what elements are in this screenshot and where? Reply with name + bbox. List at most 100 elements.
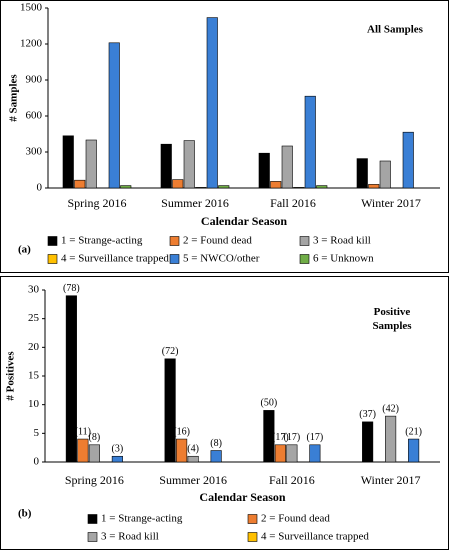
bar — [77, 438, 89, 463]
bar — [368, 184, 380, 189]
legend-swatch — [247, 514, 258, 524]
y-tick-label: 30 — [28, 284, 40, 296]
value-label: (42) — [382, 403, 399, 414]
bar — [195, 187, 207, 189]
bar — [263, 410, 275, 463]
panel-label: (b) — [18, 508, 32, 520]
bar — [88, 444, 100, 463]
bar — [258, 152, 270, 189]
value-label: (37) — [359, 409, 376, 420]
bar — [164, 358, 176, 463]
x-tick-label: Winter 2017 — [361, 473, 421, 487]
bar — [218, 185, 230, 189]
x-tick-label: Spring 2016 — [67, 196, 126, 210]
y-tick-label: 5 — [34, 427, 40, 439]
panel-title: All Samples — [367, 24, 424, 36]
x-tick-label: Fall 2016 — [269, 473, 315, 487]
legend-swatch — [47, 254, 58, 264]
y-tick-label: 20 — [28, 341, 40, 353]
bar — [304, 95, 316, 189]
y-tick-label: 0 — [34, 456, 40, 468]
x-axis-title: Calendar Season — [201, 214, 287, 228]
y-tick-label: 300 — [26, 146, 43, 158]
value-label: (8) — [210, 438, 222, 449]
bar — [206, 17, 218, 189]
value-label: (4) — [187, 444, 199, 455]
x-axis-title: Calendar Season — [199, 490, 285, 504]
bar — [281, 145, 293, 189]
legend-swatch — [247, 532, 258, 542]
bar — [85, 139, 97, 189]
value-label: (17) — [284, 432, 301, 443]
x-tick-label: Fall 2016 — [270, 196, 316, 210]
bar — [210, 450, 222, 463]
y-tick-label: 25 — [28, 312, 40, 324]
bar — [309, 444, 321, 463]
bar — [316, 185, 328, 189]
legend-swatch — [87, 514, 98, 524]
legend-label: 6 = Unknown — [313, 253, 374, 265]
x-tick-label: Summer 2016 — [159, 473, 227, 487]
value-label: (72) — [162, 346, 179, 357]
y-tick-label: 1500 — [20, 2, 43, 14]
panel-title: Positive Samples — [372, 306, 412, 332]
legend-label: 4 = Surveillance trapped — [61, 253, 169, 265]
y-axis-title: # Samples — [8, 74, 20, 122]
y-axis-title: # Positives — [5, 351, 17, 401]
value-label: (3) — [112, 444, 124, 455]
y-tick-label: 0 — [37, 182, 43, 194]
value-label: (8) — [89, 432, 101, 443]
legend-label: 3 = Road kill — [313, 235, 371, 247]
bar — [65, 295, 77, 463]
bar — [187, 455, 199, 463]
value-label: (11) — [75, 426, 91, 437]
y-tick-label: 900 — [26, 74, 43, 86]
legend-swatch — [169, 236, 180, 246]
x-tick-label: Winter 2017 — [361, 196, 421, 210]
legend-label: 1 = Strange-acting — [101, 513, 183, 525]
legend-label: 1 = Strange-acting — [61, 235, 143, 247]
y-tick-label: 10 — [28, 398, 40, 410]
y-tick-label: 15 — [28, 370, 40, 382]
bar — [108, 42, 120, 189]
y-tick-label: 600 — [26, 110, 43, 122]
value-label: (21) — [405, 426, 422, 437]
x-tick-label: Spring 2016 — [65, 473, 124, 487]
bar — [120, 185, 132, 189]
y-tick-label: 1200 — [20, 38, 43, 50]
bar — [172, 179, 184, 189]
panel-label: (a) — [18, 244, 31, 256]
bar — [293, 187, 305, 189]
bar — [176, 438, 188, 463]
bar — [385, 415, 397, 463]
value-label: (78) — [63, 283, 80, 294]
bar — [111, 455, 123, 463]
legend-swatch — [47, 236, 58, 246]
bar — [74, 179, 86, 189]
x-tick-label: Summer 2016 — [161, 196, 229, 210]
value-label: (16) — [173, 426, 190, 437]
bar — [402, 131, 414, 189]
value-label: (17) — [272, 432, 289, 443]
legend-label: 2 = Found dead — [261, 513, 330, 525]
bar — [286, 444, 298, 463]
legend-label: 5 = NWCO/other — [183, 253, 260, 265]
legend-swatch — [169, 254, 180, 264]
bar — [270, 181, 282, 189]
bar — [408, 438, 420, 463]
legend-swatch — [299, 254, 310, 264]
bar — [62, 135, 74, 189]
legend-swatch — [87, 532, 98, 542]
legend-label: 4 = Surveillance trapped — [261, 531, 369, 543]
bar — [379, 160, 391, 189]
bar — [356, 158, 368, 189]
legend-label: 3 = Road kill — [101, 531, 159, 543]
value-label: (50) — [261, 398, 278, 409]
legend-swatch — [299, 236, 310, 246]
bar — [274, 444, 286, 463]
bar — [362, 421, 374, 463]
bar — [160, 143, 172, 189]
legend-label: 2 = Found dead — [183, 235, 252, 247]
bar — [183, 140, 195, 189]
